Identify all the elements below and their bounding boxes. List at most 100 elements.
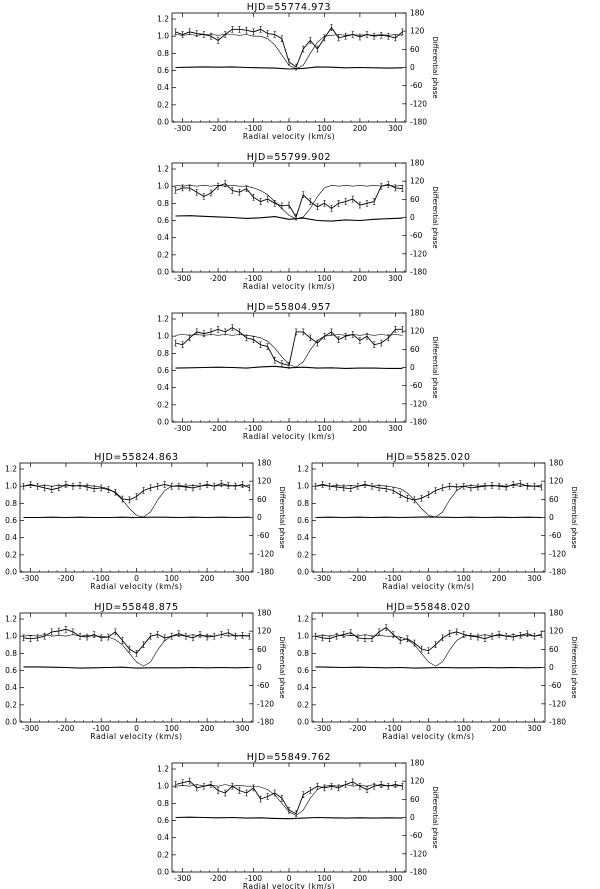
phase-line xyxy=(315,516,542,519)
x-tick-label: -100 xyxy=(93,574,110,583)
y-tick-label: 1.2 xyxy=(157,15,169,24)
y-tick-label: 0.6 xyxy=(297,516,309,525)
chart-title: HJD=55804.957 xyxy=(247,302,331,313)
y-right-tick-label: 60 xyxy=(549,645,559,654)
observed-line xyxy=(23,628,250,654)
x-tick-label: -300 xyxy=(314,724,331,733)
chart-title: HJD=55825.020 xyxy=(386,452,470,463)
y-tick-label: 1.0 xyxy=(297,632,309,641)
x-tick-label: 200 xyxy=(353,274,368,283)
chart-title: HJD=55849.762 xyxy=(247,752,331,763)
y-right-tick-label: 120 xyxy=(410,27,425,36)
chart-panel: HJD=55799.902 -300 -200 -100 0 100 200 300 Radia… xyxy=(157,152,439,291)
y-right-tick-label: 60 xyxy=(410,195,420,204)
chart-title: HJD=55774.973 xyxy=(247,2,331,13)
y-right-tick-label: -120 xyxy=(257,549,274,558)
x-tick-label: 300 xyxy=(527,574,542,583)
y-right-axis-label: Differential phase xyxy=(278,636,286,698)
y-right-tick-label: -120 xyxy=(410,249,427,258)
chart-panel: HJD=55825.020 -300 -200 -100 0 100 200 300 Radia… xyxy=(297,452,578,591)
y-right-tick-label: -120 xyxy=(410,99,427,108)
x-tick-label: -200 xyxy=(349,574,366,583)
x-axis-label: Radial velocity (km/s) xyxy=(382,582,474,591)
y-right-tick-label: 120 xyxy=(410,327,425,336)
y-right-tick-label: 180 xyxy=(257,609,272,618)
x-tick-label: 0 xyxy=(426,724,431,733)
model-line xyxy=(175,34,403,70)
x-tick-label: -300 xyxy=(174,124,191,133)
x-tick-label: 100 xyxy=(165,724,180,733)
y-tick-label: 1.0 xyxy=(157,182,169,191)
y-right-tick-label: 180 xyxy=(257,459,272,468)
y-right-tick-label: 60 xyxy=(410,45,420,54)
y-right-tick-label: 180 xyxy=(549,459,564,468)
x-tick-label: -300 xyxy=(174,274,191,283)
x-tick-label: -300 xyxy=(174,874,191,883)
x-tick-label: 100 xyxy=(317,124,332,133)
x-tick-label: 300 xyxy=(235,724,250,733)
y-right-tick-label: 0 xyxy=(549,513,554,522)
y-tick-label: 0.8 xyxy=(297,499,309,508)
x-tick-label: 0 xyxy=(287,124,292,133)
y-right-axis-label: Differential phase xyxy=(278,486,286,548)
y-right-tick-label: 180 xyxy=(410,759,425,768)
y-tick-label: 0.8 xyxy=(297,649,309,658)
x-tick-label: 100 xyxy=(317,874,332,883)
y-tick-label: 0.6 xyxy=(5,666,17,675)
x-tick-label: 100 xyxy=(457,724,472,733)
y-right-tick-label: -60 xyxy=(410,831,422,840)
y-right-tick-label: -180 xyxy=(410,268,427,277)
model-line xyxy=(315,484,542,518)
x-tick-label: 100 xyxy=(317,424,332,433)
y-tick-label: 1.0 xyxy=(157,782,169,791)
model-line xyxy=(175,184,403,220)
x-tick-label: -200 xyxy=(210,874,227,883)
y-tick-label: 1.0 xyxy=(297,482,309,491)
x-tick-label: -200 xyxy=(210,424,227,433)
x-tick-label: -200 xyxy=(57,574,74,583)
y-right-tick-label: -120 xyxy=(410,399,427,408)
chart-title: HJD=55799.902 xyxy=(247,152,331,163)
phase-line xyxy=(315,666,542,669)
x-axis-label: Radial velocity (km/s) xyxy=(243,432,335,441)
y-tick-label: 1.2 xyxy=(157,165,169,174)
x-tick-label: -100 xyxy=(245,274,262,283)
x-tick-label: 0 xyxy=(287,874,292,883)
y-right-tick-label: -180 xyxy=(410,418,427,427)
y-tick-label: 0.6 xyxy=(157,216,169,225)
y-tick-label: 0.2 xyxy=(157,850,169,859)
x-tick-label: -100 xyxy=(385,574,402,583)
y-tick-label: 0.2 xyxy=(297,700,309,709)
y-tick-label: 1.0 xyxy=(5,482,17,491)
y-tick-label: 0.2 xyxy=(157,400,169,409)
x-axis-label: Radial velocity (km/s) xyxy=(90,732,182,741)
y-right-tick-label: -120 xyxy=(549,699,566,708)
y-tick-label: 0.0 xyxy=(5,568,17,577)
y-right-tick-label: -180 xyxy=(549,568,566,577)
y-tick-label: 0.0 xyxy=(157,418,169,427)
y-right-axis-label: Differential phase xyxy=(570,486,578,548)
y-right-tick-label: -60 xyxy=(257,681,269,690)
y-right-tick-label: -60 xyxy=(549,531,561,540)
y-right-tick-label: 60 xyxy=(257,495,267,504)
y-right-tick-label: 0 xyxy=(410,363,415,372)
x-tick-label: 100 xyxy=(457,574,472,583)
y-right-tick-label: 0 xyxy=(257,663,262,672)
y-tick-label: 0.4 xyxy=(157,833,169,842)
x-tick-label: 300 xyxy=(388,274,403,283)
x-tick-label: -300 xyxy=(174,424,191,433)
x-tick-label: -200 xyxy=(57,724,74,733)
x-tick-label: -100 xyxy=(245,874,262,883)
x-tick-label: -300 xyxy=(22,724,39,733)
observed-line xyxy=(175,327,403,366)
y-right-tick-label: 0 xyxy=(410,63,415,72)
y-tick-label: 0.0 xyxy=(297,568,309,577)
y-tick-label: 0.8 xyxy=(5,649,17,658)
x-tick-label: -100 xyxy=(245,424,262,433)
x-tick-label: 0 xyxy=(426,574,431,583)
y-tick-label: 0.6 xyxy=(157,66,169,75)
x-tick-label: 0 xyxy=(134,574,139,583)
y-tick-label: 1.0 xyxy=(157,32,169,41)
y-right-tick-label: 0 xyxy=(410,813,415,822)
y-tick-label: 0.2 xyxy=(297,550,309,559)
